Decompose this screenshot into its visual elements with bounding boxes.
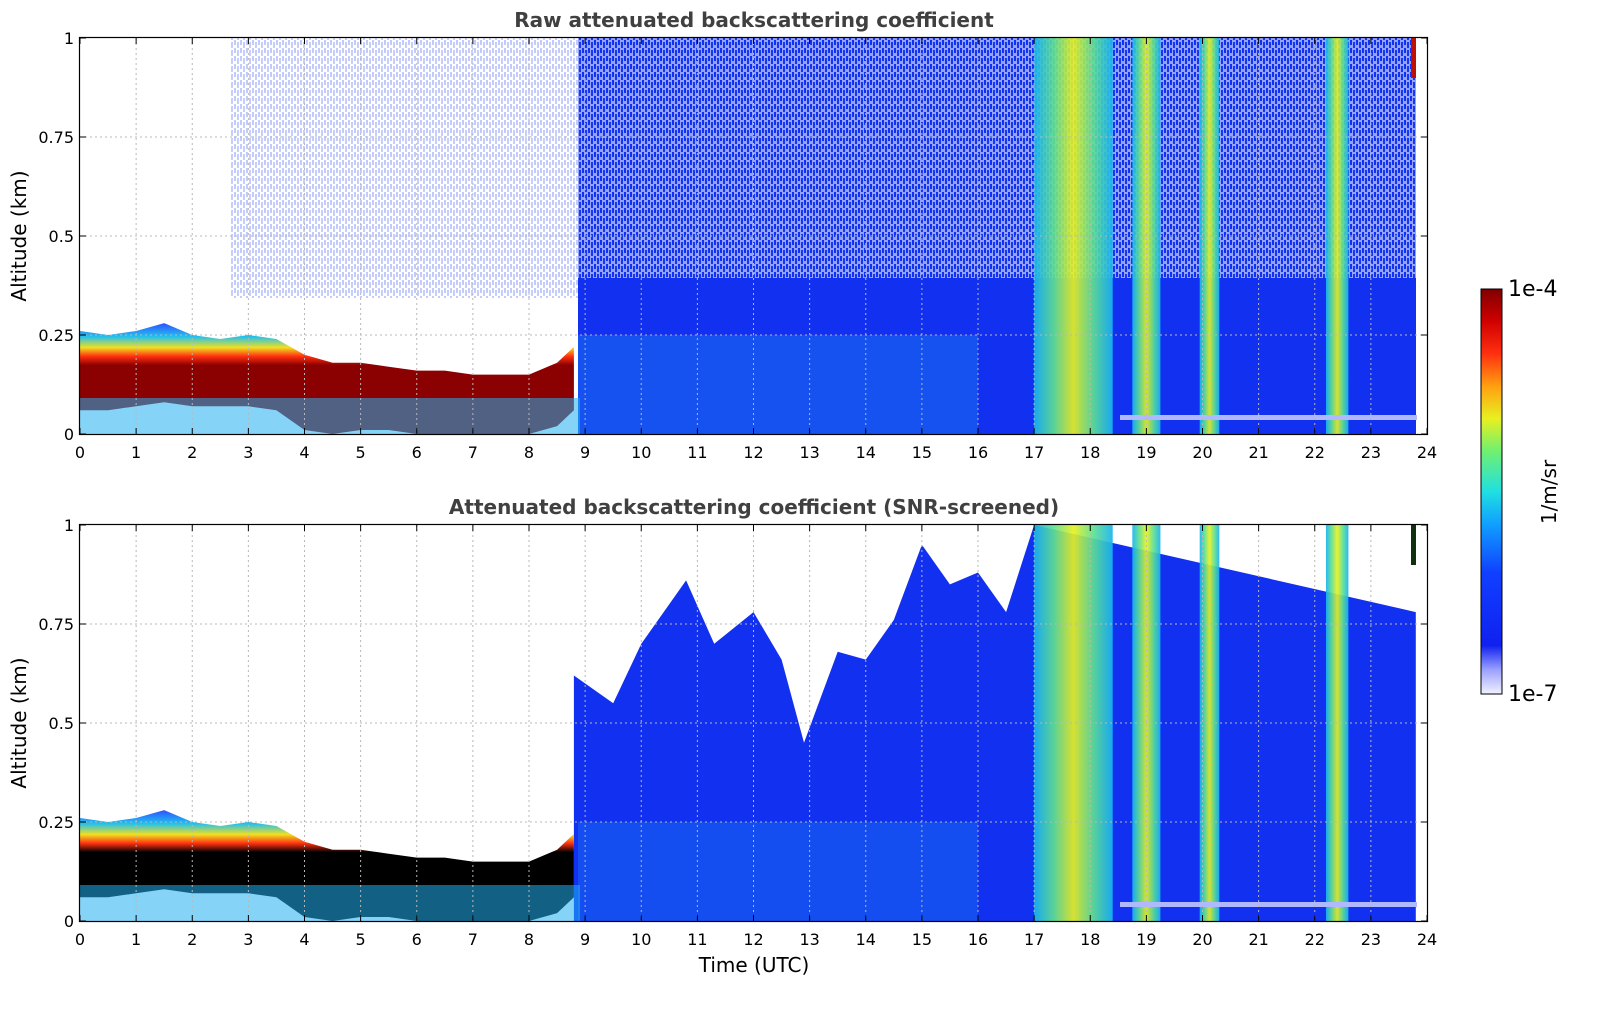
x-tick-label: 8 bbox=[524, 930, 534, 949]
axes-frame-screened bbox=[78, 523, 1429, 923]
x-ticks-screened: 0 1 2 3 4 5 6 7 8 9 10 11 12 13 14 15 16 17 18 19 20 21 22 23 24 bbox=[75, 525, 1437, 949]
x-tick-label: 19 bbox=[1136, 930, 1156, 949]
cloud-column bbox=[1199, 38, 1220, 434]
x-tick-label: 6 bbox=[412, 930, 422, 949]
cloud-column bbox=[1034, 38, 1113, 434]
x-tick-label: 2 bbox=[187, 930, 197, 949]
x-tick-label: 12 bbox=[743, 930, 763, 949]
x-tick-label: 15 bbox=[912, 443, 932, 462]
panel-raw: Raw attenuated backscattering coefficien… bbox=[7, 8, 1437, 462]
y-tick-label: 0.75 bbox=[38, 128, 74, 147]
x-tick-label: 24 bbox=[1417, 443, 1437, 462]
x-tick-label: 23 bbox=[1361, 930, 1381, 949]
x-tick-label: 20 bbox=[1192, 930, 1212, 949]
y-axis-label-raw: Altitude (km) bbox=[7, 170, 31, 301]
x-tick-label: 4 bbox=[299, 443, 309, 462]
x-tick-label: 14 bbox=[856, 930, 876, 949]
y-tick-label: 0.75 bbox=[38, 615, 74, 634]
x-tick-label: 20 bbox=[1192, 443, 1212, 462]
sparse-noise-region bbox=[230, 38, 580, 298]
x-tick-label: 13 bbox=[799, 443, 819, 462]
x-tick-label: 24 bbox=[1417, 930, 1437, 949]
x-tick-label: 16 bbox=[968, 930, 988, 949]
x-tick-label: 3 bbox=[243, 443, 253, 462]
y-tick-label: 0.25 bbox=[38, 326, 74, 345]
x-tick-label: 11 bbox=[687, 443, 707, 462]
y-tick-label: 0 bbox=[64, 425, 74, 444]
colorbar: 1e-4 1e-7 1/m/sr bbox=[1480, 277, 1561, 707]
y-tick-label: 1 bbox=[64, 516, 74, 535]
y-tick-label: 0.5 bbox=[49, 227, 74, 246]
ground-artifact-line bbox=[1120, 415, 1417, 420]
x-tick-label: 17 bbox=[1024, 930, 1044, 949]
cloud-columns-raw bbox=[1034, 38, 1349, 434]
x-ticks-raw: 0 1 2 3 4 5 6 7 8 9 10 11 12 13 14 15 16 17 18 19 20 21 22 23 24 bbox=[75, 38, 1437, 462]
grid-raw bbox=[80, 38, 1427, 434]
x-tick-label: 5 bbox=[356, 930, 366, 949]
y-tick-label: 0.5 bbox=[49, 714, 74, 733]
x-tick-label: 19 bbox=[1136, 443, 1156, 462]
x-axis-label: Time (UTC) bbox=[698, 953, 810, 977]
grid-screened bbox=[80, 525, 1427, 921]
panel-screened: Attenuated backscattering coefficient (S… bbox=[7, 495, 1437, 977]
x-tick-label: 0 bbox=[75, 443, 85, 462]
x-tick-label: 12 bbox=[743, 443, 763, 462]
x-tick-label: 18 bbox=[1080, 443, 1100, 462]
panel-title-raw: Raw attenuated backscattering coefficien… bbox=[514, 8, 994, 32]
x-tick-label: 21 bbox=[1248, 443, 1268, 462]
x-tick-label: 1 bbox=[131, 930, 141, 949]
x-tick-label: 5 bbox=[356, 443, 366, 462]
x-tick-label: 21 bbox=[1248, 930, 1268, 949]
axes-frame-raw bbox=[78, 36, 1429, 436]
x-tick-label: 0 bbox=[75, 930, 85, 949]
x-tick-label: 23 bbox=[1361, 443, 1381, 462]
y-ticks-raw: 0 0.25 0.5 0.75 1 bbox=[38, 29, 1427, 444]
x-tick-label: 3 bbox=[243, 930, 253, 949]
x-tick-label: 6 bbox=[412, 443, 422, 462]
x-tick-label: 10 bbox=[631, 443, 651, 462]
y-tick-label: 0.25 bbox=[38, 813, 74, 832]
y-tick-label: 1 bbox=[64, 29, 74, 48]
colorbar-max-label: 1e-4 bbox=[1508, 277, 1557, 302]
x-tick-label: 22 bbox=[1305, 443, 1325, 462]
x-tick-label: 13 bbox=[799, 930, 819, 949]
x-tick-label: 8 bbox=[524, 443, 534, 462]
y-tick-label: 0 bbox=[64, 912, 74, 931]
colorbar-min-label: 1e-7 bbox=[1508, 682, 1557, 707]
cloud-column bbox=[1199, 525, 1220, 921]
cloud-column bbox=[1034, 525, 1113, 921]
x-tick-label: 22 bbox=[1305, 930, 1325, 949]
x-tick-label: 17 bbox=[1024, 443, 1044, 462]
x-tick-label: 11 bbox=[687, 930, 707, 949]
colorbar-gradient bbox=[1480, 288, 1503, 695]
x-tick-label: 18 bbox=[1080, 930, 1100, 949]
x-tick-label: 14 bbox=[856, 443, 876, 462]
x-tick-label: 7 bbox=[468, 443, 478, 462]
y-ticks-screened: 0 0.25 0.5 0.75 1 bbox=[38, 516, 1427, 931]
colorbar-units-label: 1/m/sr bbox=[1537, 459, 1561, 524]
x-tick-label: 10 bbox=[631, 930, 651, 949]
x-tick-label: 4 bbox=[299, 930, 309, 949]
panel-title-screened: Attenuated backscattering coefficient (S… bbox=[449, 495, 1059, 519]
x-tick-label: 7 bbox=[468, 930, 478, 949]
x-tick-label: 9 bbox=[580, 930, 590, 949]
x-tick-label: 16 bbox=[968, 443, 988, 462]
x-tick-label: 15 bbox=[912, 930, 932, 949]
x-tick-label: 9 bbox=[580, 443, 590, 462]
y-axis-label-screened: Altitude (km) bbox=[7, 657, 31, 788]
x-tick-label: 2 bbox=[187, 443, 197, 462]
x-tick-label: 1 bbox=[131, 443, 141, 462]
